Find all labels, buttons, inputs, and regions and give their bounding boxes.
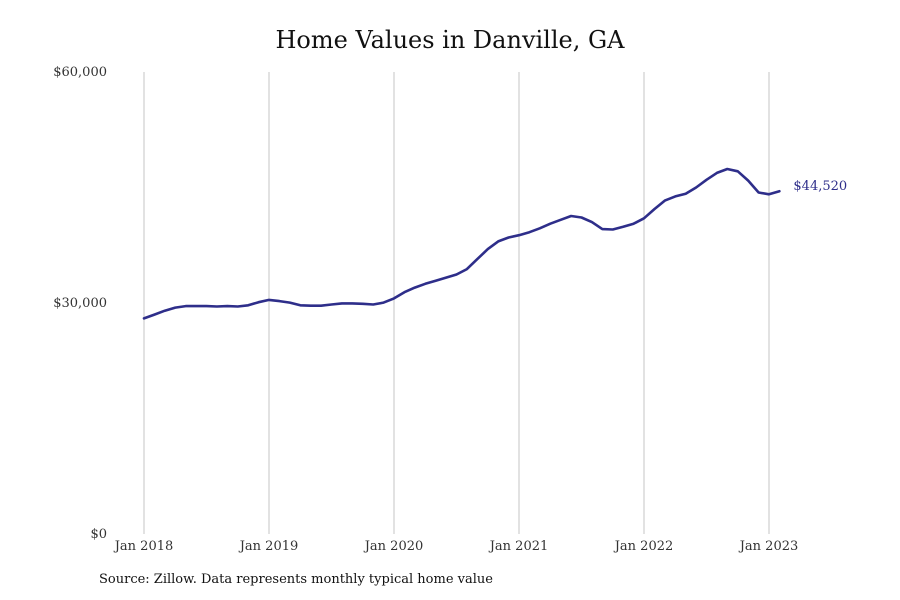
chart-title: Home Values in Danville, GA — [275, 26, 625, 54]
home-value-line — [142, 167, 781, 320]
last-value-label: $44,520 — [793, 179, 847, 194]
x-axis-ticks: Jan 2018 Jan 2019 Jan 2020 Jan 2021 Jan 2022… — [113, 539, 799, 554]
x-tick-label: Jan 2023 — [738, 539, 799, 554]
y-axis-ticks: $0 $30,000 $60,000 — [53, 65, 107, 542]
x-tick-label: Jan 2021 — [488, 539, 549, 554]
x-tick-label: Jan 2020 — [363, 539, 424, 554]
source-note: Source: Zillow. Data represents monthly … — [99, 572, 493, 587]
y-tick-label: $0 — [90, 527, 107, 542]
y-tick-label: $30,000 — [53, 296, 107, 311]
gridlines — [143, 72, 770, 534]
x-tick-label: Jan 2019 — [238, 539, 299, 554]
x-tick-label: Jan 2022 — [613, 539, 674, 554]
y-tick-label: $60,000 — [53, 65, 107, 80]
x-tick-label: Jan 2018 — [113, 539, 174, 554]
